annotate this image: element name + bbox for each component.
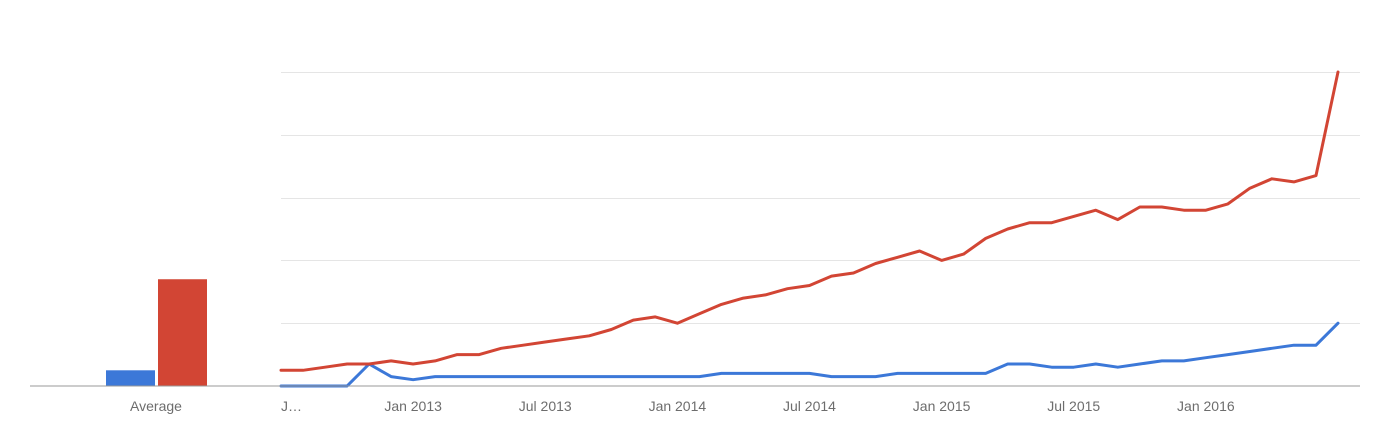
average-bar-series-a <box>106 370 155 386</box>
average-bar-series-b <box>158 279 207 386</box>
average-label: Average <box>130 398 182 414</box>
series-line-series-a <box>279 321 1340 388</box>
x-tick-label: Jan 2013 <box>384 398 442 414</box>
x-axis-ticks: J… Jan 2013 Jul 2013 Jan 2014 Jul 2014 Jan 20… <box>281 398 1235 414</box>
series-line-series-b <box>279 70 1340 372</box>
x-tick-label: Jul 2013 <box>519 398 572 414</box>
average-bars <box>106 279 207 386</box>
gridlines <box>281 72 1360 324</box>
x-tick-label: Jul 2015 <box>1047 398 1100 414</box>
x-tick-label: Jul 2014 <box>783 398 836 414</box>
x-tick-label: Jan 2016 <box>1177 398 1235 414</box>
x-tick-label: J… <box>281 398 302 414</box>
x-tick-label: Jan 2014 <box>649 398 707 414</box>
x-tick-label: Jan 2015 <box>913 398 971 414</box>
series-lines <box>279 70 1340 388</box>
